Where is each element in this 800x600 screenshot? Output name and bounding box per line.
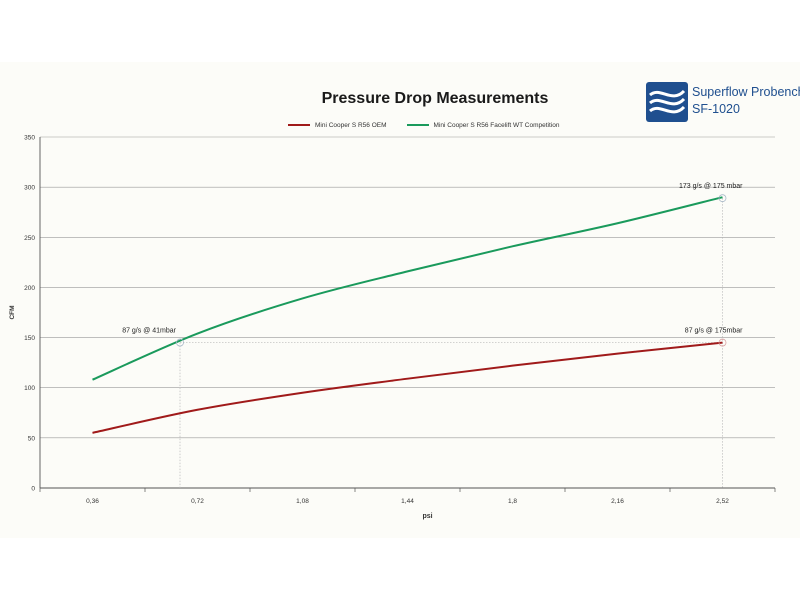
y-axis-label: CFM [9, 305, 16, 319]
y-tick-label: 100 [24, 385, 35, 392]
annotation-label: 87 g/s @ 175mbar [685, 328, 743, 335]
superflow-logo: Superflow Probench SF-1020 [646, 82, 800, 122]
x-tick-label: 1,08 [296, 498, 309, 505]
y-tick-label: 250 [24, 235, 35, 242]
chart-title: Pressure Drop Measurements [321, 90, 549, 107]
superflow-logo-icon [646, 82, 688, 122]
annotation-label: 87 g/s @ 41mbar [122, 328, 176, 335]
legend-label-oem: Mini Cooper S R56 OEM [315, 121, 387, 129]
chart-area [0, 62, 800, 538]
legend-item-oem: Mini Cooper S R56 OEM [288, 122, 387, 129]
x-tick-label: 0,36 [86, 498, 99, 505]
x-tick-label: 2,16 [611, 498, 624, 505]
legend-item-wt: Mini Cooper S R56 Facelift WT Competitio… [406, 121, 560, 129]
legend: Mini Cooper S R56 OEM Mini Cooper S R56 … [288, 118, 560, 132]
annotation-marker [718, 338, 727, 347]
y-tick-label: 50 [28, 435, 36, 442]
x-tick-label: 2,52 [716, 498, 729, 505]
y-tick-label: 0 [31, 486, 35, 493]
x-tick-label: 1,8 [508, 498, 517, 505]
x-axis-label: psi [422, 513, 432, 520]
annotation-marker [718, 194, 727, 203]
y-tick-label: 200 [24, 285, 35, 292]
legend-label-wt: Mini Cooper S R56 Facelift WT Competitio… [433, 121, 560, 129]
annotation-marker [176, 338, 184, 347]
logo-text-line2: SF-1020 [692, 102, 740, 116]
annotation-label: 173 g/s @ 175 mbar [679, 183, 743, 190]
x-tick-label: 0,72 [191, 498, 204, 505]
legend-swatch-wt [406, 124, 429, 126]
x-tick-label: 1,44 [401, 498, 414, 505]
y-tick-label: 300 [24, 185, 35, 192]
logo-text-line1: Superflow Probench [692, 85, 800, 99]
y-tick-label: 350 [24, 135, 35, 142]
y-tick-label: 150 [24, 335, 35, 342]
legend-swatch-oem [288, 124, 310, 126]
